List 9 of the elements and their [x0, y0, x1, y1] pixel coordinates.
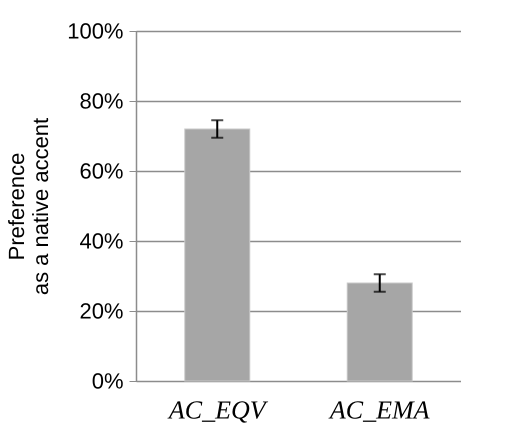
y-tick-label: 20% — [79, 298, 124, 324]
y-tick-label: 40% — [79, 228, 124, 254]
x-tick-label: AC_EQV — [166, 396, 269, 424]
y-tick-label: 100% — [67, 18, 124, 44]
y-tick-label: 60% — [79, 158, 124, 184]
y-axis-title: Preference as a native accent — [4, 118, 54, 296]
x-tick-label: AC_EMA — [328, 396, 430, 424]
y-tick-label: 0% — [92, 368, 124, 394]
y-tick-label: 80% — [79, 88, 124, 114]
